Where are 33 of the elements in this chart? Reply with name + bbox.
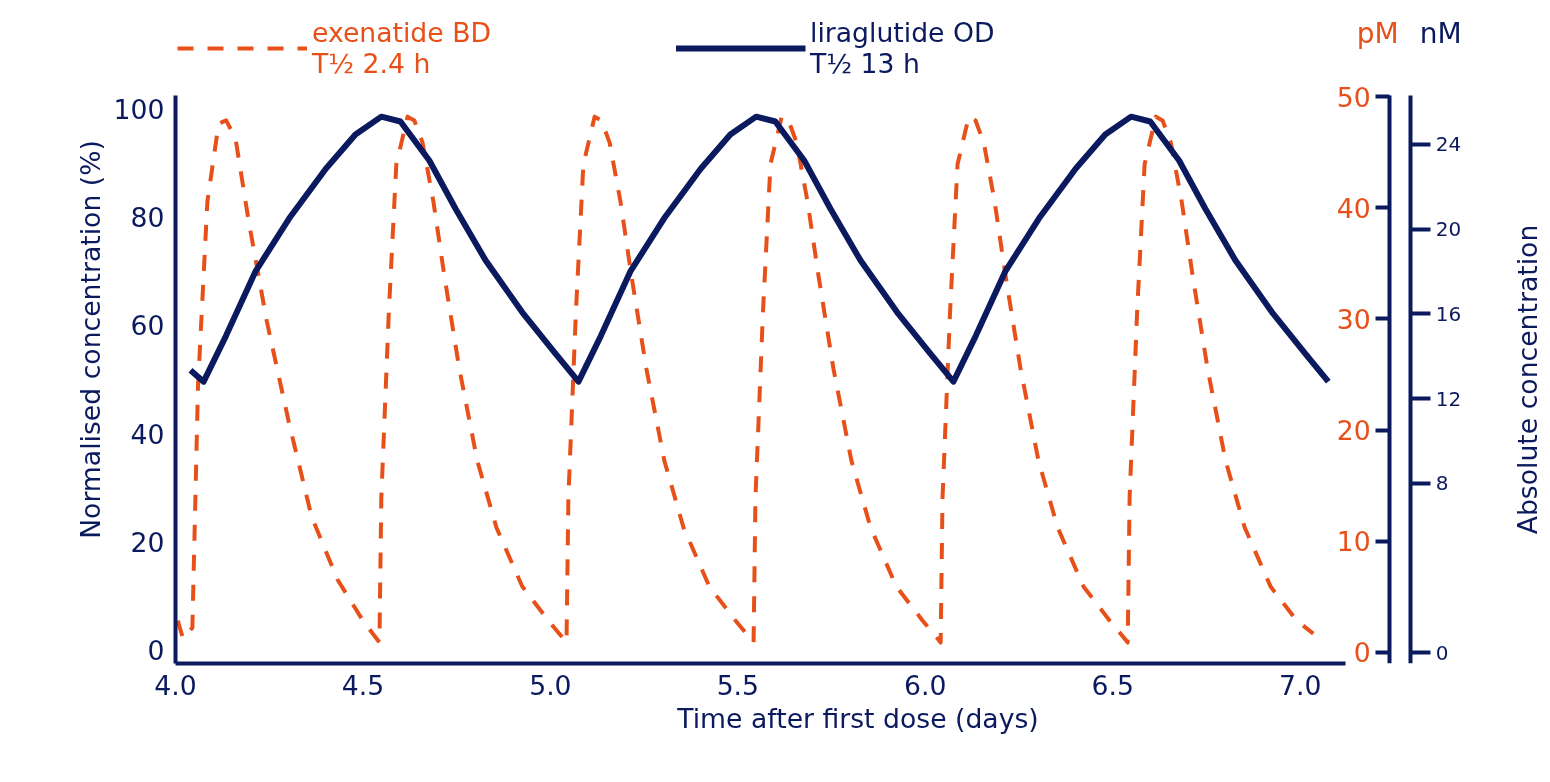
x-tick-label: 5.5: [716, 669, 760, 701]
y2-tick-label: 20: [1336, 415, 1371, 447]
y3-tick-label: 0: [1435, 640, 1449, 665]
y2-tick-label: 0: [1353, 637, 1371, 669]
y3-tick-label: 8: [1435, 471, 1449, 496]
x-tick-label: 6.0: [904, 669, 947, 701]
y3-axis-title: nM: [1419, 17, 1462, 50]
x-tick-label: 7.0: [1278, 669, 1322, 701]
text: Absolute concentration: [1512, 224, 1544, 535]
y3-tick-label: 12: [1435, 386, 1462, 411]
y3-tick-label: 16: [1435, 301, 1462, 326]
y-tick-label: 40: [130, 418, 165, 450]
y-tick-label: 60: [130, 310, 165, 342]
y-tick-label: 0: [147, 635, 165, 667]
x-tick-label: 4.5: [341, 669, 385, 701]
line-series: [175, 114, 1316, 645]
legend-label: exenatide BD T½ 2.4 h: [312, 17, 492, 79]
y2-tick-label: 50: [1336, 81, 1371, 113]
y2-tick-label: 10: [1336, 526, 1371, 558]
x-tick-label: 4.0: [154, 669, 197, 701]
y2-tick-label: 30: [1336, 303, 1371, 335]
y3-tick-label: 24: [1435, 132, 1462, 157]
y2-tick-label: 40: [1336, 192, 1371, 224]
y-tick-label: 20: [130, 527, 165, 559]
y3-tick-label: 20: [1435, 217, 1462, 242]
y-axis-title: Normalised concentration (%): [74, 140, 106, 539]
y-tick-label: 80: [130, 201, 165, 233]
y2-axis-title: pM: [1356, 17, 1399, 50]
x-tick-label: 5.0: [529, 669, 572, 701]
x-axis-title: Time after first dose (days): [676, 702, 1039, 734]
y-tick-label: 100: [113, 93, 165, 125]
legend-label: liraglutide OD T½ 13 h: [810, 17, 996, 79]
x-tick-label: 6.5: [1091, 669, 1134, 701]
